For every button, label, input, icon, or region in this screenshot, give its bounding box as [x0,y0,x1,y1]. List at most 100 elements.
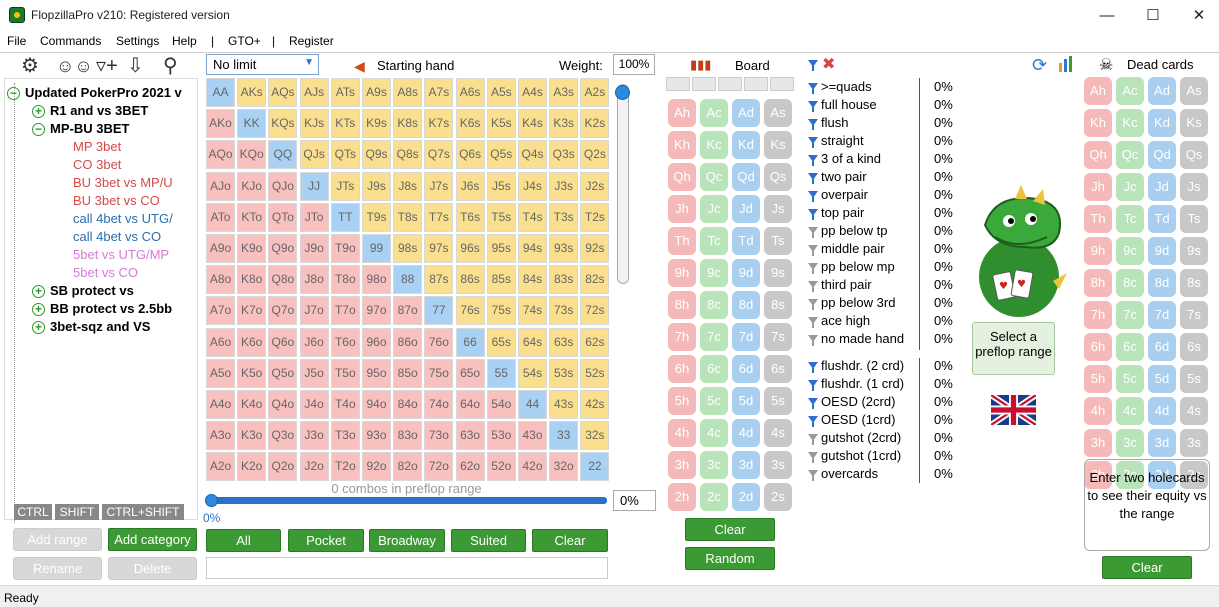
dead-card[interactable]: 3h [1084,429,1112,457]
hand-cell[interactable]: AA [206,78,235,107]
hand-cell[interactable]: 55 [486,358,516,388]
dead-card[interactable]: 5s [1180,365,1208,393]
hand-cell[interactable]: T5o [330,358,360,388]
hand-cell[interactable]: T9o [330,234,360,263]
hand-cell[interactable]: T2o [330,452,360,482]
dead-card[interactable]: 8d [1148,269,1176,297]
hand-cell[interactable]: 66 [455,327,485,357]
hand-cell[interactable]: AQs [268,78,298,107]
board-card[interactable]: Js [764,195,792,223]
board-random-button[interactable]: Random [685,547,775,570]
filter-icon[interactable] [808,281,818,292]
hand-cell[interactable]: Q9o [268,234,298,263]
collapse-icon[interactable]: − [7,87,20,100]
filter-icon[interactable] [808,380,818,391]
board-slot[interactable] [770,77,794,91]
filter-icon[interactable] [808,155,818,166]
hand-cell[interactable]: KQo [237,140,267,170]
filter-add-icon[interactable]: ▿+ [96,55,118,77]
tree-node[interactable]: BU 3bet vs CO [73,193,160,208]
hand-cell[interactable]: A7o [206,296,235,326]
hand-cell[interactable]: 82o [393,452,423,482]
hand-cell[interactable]: K9o [237,234,267,263]
hand-cell[interactable]: 53s [549,358,579,388]
hand-cell[interactable]: 88 [393,265,423,295]
dead-card[interactable]: Kh [1084,109,1112,137]
board-card[interactable]: 3h [668,451,696,479]
hand-cell[interactable]: 64s [518,327,547,357]
hand-cell[interactable]: K2s [580,109,610,139]
tree-node[interactable]: call 4bet vs UTG/ [73,211,173,226]
filter-icon[interactable] [808,209,818,220]
hand-cell[interactable]: K5s [486,109,516,139]
hand-cell[interactable]: K9s [362,109,391,139]
hand-cell[interactable]: T9s [362,202,391,232]
hand-cell[interactable]: Q2o [268,452,298,482]
hand-cell[interactable]: TT [330,202,360,232]
filter-icon[interactable] [808,173,818,184]
hand-cell[interactable]: 62s [580,327,610,357]
maximize-button[interactable]: ☐ [1146,7,1160,24]
filter-icon[interactable] [808,335,818,346]
hand-cell[interactable]: T3s [549,202,579,232]
hand-cell[interactable]: 75o [424,358,454,388]
hand-cell[interactable]: T6s [455,202,485,232]
hand-cell[interactable]: 54o [486,390,516,419]
board-card[interactable]: 8c [700,291,728,319]
range-percent-input[interactable]: 0% [613,490,656,511]
tree-node[interactable]: BB protect vs 2.5bb [50,301,173,316]
board-card[interactable]: 8s [764,291,792,319]
hand-cell[interactable]: Q9s [362,140,391,170]
hand-cell[interactable]: 76o [424,327,454,357]
board-card[interactable]: 4d [732,419,760,447]
hand-cell[interactable]: 53o [486,421,516,451]
hand-cell[interactable]: JTs [330,171,360,201]
tree-node[interactable]: BU 3bet vs MP/U [73,175,173,190]
dead-card[interactable]: Jc [1116,173,1144,201]
hand-cell[interactable]: 87s [424,265,454,295]
filter-icon[interactable] [808,191,818,202]
hand-cell[interactable]: T6o [330,327,360,357]
board-card[interactable]: 5s [764,387,792,415]
dead-card[interactable]: 5d [1148,365,1176,393]
search-icon[interactable]: ⚲ [163,55,178,77]
board-card[interactable]: Td [732,227,760,255]
hand-cell[interactable]: KTs [330,109,360,139]
dead-card[interactable]: Th [1084,205,1112,233]
dead-card[interactable]: Td [1148,205,1176,233]
add-range-button[interactable]: Add range [13,528,102,551]
hand-cell[interactable]: 72s [580,296,610,326]
board-card[interactable]: 3d [732,451,760,479]
dead-card[interactable]: 7d [1148,301,1176,329]
hand-cell[interactable]: 42o [518,452,547,482]
tree-node[interactable]: MP 3bet [73,139,122,154]
hand-cell[interactable]: J4o [299,390,329,419]
collapse-icon[interactable]: − [32,123,45,136]
weight-scroll-handle[interactable] [615,85,630,100]
filter-icon[interactable] [808,101,818,112]
hand-cell[interactable]: Q3o [268,421,298,451]
hand-cell[interactable]: T3o [330,421,360,451]
hand-cell[interactable]: Q4s [518,140,547,170]
hand-cell[interactable]: A8o [206,265,235,295]
hand-cell[interactable]: K7s [424,109,454,139]
minimize-button[interactable]: — [1099,7,1115,24]
dead-card[interactable]: Js [1180,173,1208,201]
hand-cell[interactable]: KQs [268,109,298,139]
hand-cell[interactable]: J2s [580,171,610,201]
expand-icon[interactable]: + [32,285,45,298]
ctrl-shift-key[interactable]: CTRL+SHIFT [102,504,184,520]
board-card[interactable]: 9d [732,259,760,287]
hand-cell[interactable]: 82s [580,265,610,295]
dead-card[interactable]: 4c [1116,397,1144,425]
dead-card[interactable]: 8s [1180,269,1208,297]
hand-cell[interactable]: 74s [518,296,547,326]
dead-card[interactable]: Jd [1148,173,1176,201]
board-card[interactable]: 2h [668,483,696,511]
tree-node[interactable]: CO 3bet [73,157,122,172]
hand-cell[interactable]: 83o [393,421,423,451]
hand-cell[interactable]: Q3s [549,140,579,170]
hand-cell[interactable]: 44 [518,390,547,419]
hand-cell[interactable]: 52s [580,358,610,388]
hand-cell[interactable]: QTs [330,140,360,170]
